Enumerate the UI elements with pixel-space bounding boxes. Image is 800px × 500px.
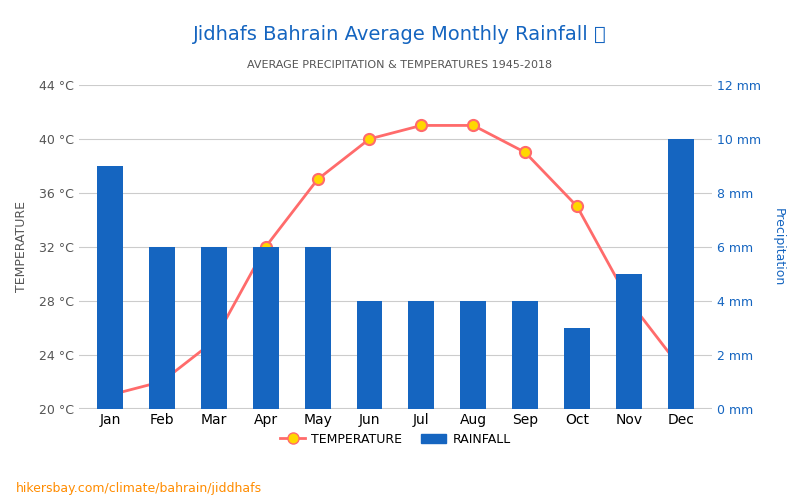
Bar	[668, 139, 694, 408]
Legend: TEMPERATURE, RAINFALL: TEMPERATURE, RAINFALL	[275, 428, 516, 451]
Bar	[97, 166, 123, 408]
Bar	[149, 246, 175, 408]
Bar	[409, 300, 434, 408]
Bar	[201, 246, 227, 408]
Y-axis label: Precipitation: Precipitation	[772, 208, 785, 286]
Bar	[253, 246, 278, 408]
Text: Jidhafs Bahrain Average Monthly Rainfall 🌧: Jidhafs Bahrain Average Monthly Rainfall…	[193, 25, 607, 44]
Bar	[564, 328, 590, 408]
Bar	[616, 274, 642, 408]
Bar	[357, 300, 382, 408]
Bar	[305, 246, 330, 408]
Text: AVERAGE PRECIPITATION & TEMPERATURES 1945-2018: AVERAGE PRECIPITATION & TEMPERATURES 194…	[247, 60, 553, 70]
Y-axis label: TEMPERATURE: TEMPERATURE	[15, 201, 28, 292]
Bar	[512, 300, 538, 408]
Text: hikersbay.com/climate/bahrain/jiddhafs: hikersbay.com/climate/bahrain/jiddhafs	[16, 482, 262, 495]
Bar	[460, 300, 486, 408]
